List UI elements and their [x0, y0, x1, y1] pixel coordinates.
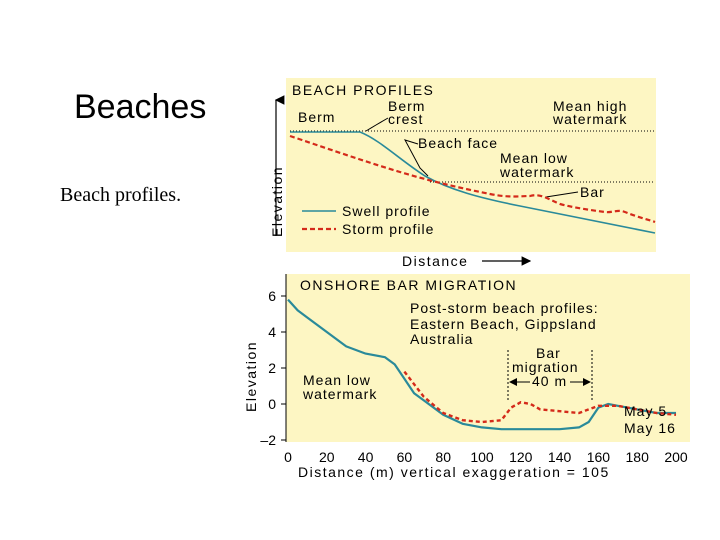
berm-label: Berm	[298, 109, 335, 125]
x-tick-label-0: 0	[284, 449, 292, 465]
bar-label: Bar	[580, 184, 605, 200]
storm-profile-line	[289, 134, 656, 224]
x-ticks: 0 20 40 60 80 100 120 140 160 180 200	[284, 449, 688, 465]
x-tick-label-1: 20	[319, 449, 335, 465]
series-lines	[287, 298, 677, 431]
bar-leader	[545, 191, 579, 198]
legend-may5: May 5	[624, 403, 667, 419]
x-tick-label-3: 60	[397, 449, 413, 465]
y-tick-label-2: 2	[268, 360, 276, 376]
annotation-line-3: Australia	[410, 331, 473, 347]
berm-crest-label-2: crest	[388, 111, 423, 127]
mean-high-label-1: Mean high	[553, 98, 627, 114]
y-tick-label-4: –2	[260, 432, 276, 448]
mean-low-label-1: Mean low	[303, 372, 371, 388]
mean-low-label-2: watermark	[302, 386, 377, 402]
y-ticks: 6 4 2 0 –2	[260, 288, 286, 448]
bar-migration-label-1: Bar	[536, 345, 561, 361]
x-tick-label-6: 120	[509, 449, 533, 465]
beach-profiles-figure: Elevation BEACH PROFILES Berm Berm crest…	[269, 78, 656, 269]
berm-crest-leader	[365, 117, 389, 132]
mean-low-label-2: watermark	[499, 164, 574, 180]
series-line-may-16	[403, 370, 677, 424]
x-tick-label-2: 40	[358, 449, 374, 465]
x-tick-label-4: 80	[435, 449, 451, 465]
swell-legend-label: Swell profile	[342, 203, 430, 219]
bar-migration-panel	[286, 274, 690, 442]
beach-profiles-xlabel: Distance	[402, 253, 468, 269]
berm-crest-label-1: Berm	[388, 98, 425, 114]
beach-profiles-title: BEACH PROFILES	[292, 82, 434, 98]
y-tick-label-3: 0	[268, 396, 276, 412]
x-tick-label-8: 160	[587, 449, 611, 465]
x-tick-label-5: 100	[470, 449, 494, 465]
slide-caption: Beach profiles.	[60, 184, 182, 206]
legend-may16: May 16	[624, 420, 676, 436]
slide-title: Beaches	[74, 88, 207, 126]
bar-migration-label-2: migration	[512, 359, 579, 375]
x-tick-label-9: 180	[626, 449, 650, 465]
y-tick-label-0: 6	[268, 288, 276, 304]
bar-migration-title: ONSHORE BAR MIGRATION	[300, 277, 517, 293]
mean-high-label-2: watermark	[552, 111, 627, 127]
bar-migration-xlabel: Distance (m) vertical exaggeration = 105	[298, 464, 610, 480]
x-tick-label-7: 140	[548, 449, 572, 465]
swell-profile-line	[290, 131, 656, 234]
annotation-line-2: Eastern Beach, Gippsland	[410, 316, 597, 332]
x-tick-label-10: 200	[664, 449, 688, 465]
mean-low-label-1: Mean low	[500, 150, 568, 166]
beach-face-leader	[403, 139, 429, 177]
y-tick-label-1: 4	[268, 324, 276, 340]
beach-face-label: Beach face	[418, 135, 498, 151]
bar-migration-ylabel: Elevation	[243, 341, 259, 412]
annotation-line-1: Post-storm beach profiles:	[410, 300, 599, 316]
beach-profiles-ylabel: Elevation	[269, 166, 285, 237]
bar-migration-label-3: 40 m	[532, 373, 567, 389]
beach-profiles-panel	[286, 78, 656, 252]
storm-legend-label: Storm profile	[342, 221, 434, 237]
